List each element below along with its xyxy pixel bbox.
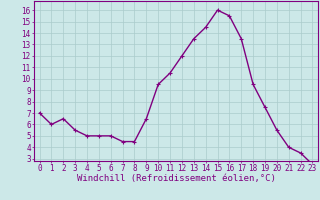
X-axis label: Windchill (Refroidissement éolien,°C): Windchill (Refroidissement éolien,°C) [76, 174, 276, 183]
